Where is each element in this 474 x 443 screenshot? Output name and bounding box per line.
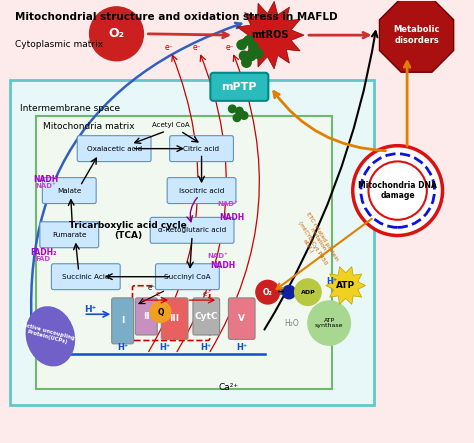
Text: Cytoplasmic matrix: Cytoplasmic matrix <box>15 40 103 50</box>
Text: V: V <box>238 314 245 323</box>
Circle shape <box>228 105 236 113</box>
Text: Isocitric acid: Isocitric acid <box>179 187 224 194</box>
Text: Citric acid: Citric acid <box>183 146 219 152</box>
Text: ATP: ATP <box>336 281 355 290</box>
Circle shape <box>237 40 246 50</box>
Text: Intermembrane space: Intermembrane space <box>19 105 120 113</box>
Polygon shape <box>237 1 304 69</box>
Text: CytC: CytC <box>194 312 218 321</box>
Circle shape <box>254 49 263 58</box>
Text: e⁻: e⁻ <box>202 291 210 297</box>
Text: Mitochondria DNA
damage: Mitochondria DNA damage <box>358 181 437 200</box>
Text: O₂: O₂ <box>109 27 125 40</box>
Circle shape <box>283 286 296 299</box>
Text: O₂: O₂ <box>263 288 273 297</box>
Text: ATP
synthase: ATP synthase <box>315 318 343 328</box>
FancyBboxPatch shape <box>112 298 134 344</box>
Circle shape <box>295 279 321 305</box>
FancyBboxPatch shape <box>193 298 219 335</box>
Text: NAD⁺: NAD⁺ <box>208 253 228 259</box>
Text: NADH: NADH <box>33 175 58 184</box>
Text: FADH₂: FADH₂ <box>30 248 56 257</box>
FancyBboxPatch shape <box>228 298 255 339</box>
Text: NADH: NADH <box>219 213 245 222</box>
Polygon shape <box>326 267 365 304</box>
Circle shape <box>90 7 144 61</box>
FancyBboxPatch shape <box>135 298 157 335</box>
Text: Succinic Acid: Succinic Acid <box>62 274 109 280</box>
FancyBboxPatch shape <box>167 178 236 203</box>
FancyBboxPatch shape <box>40 222 99 248</box>
Circle shape <box>242 58 251 67</box>
Text: H⁺: H⁺ <box>201 343 212 352</box>
Text: Q: Q <box>157 307 164 317</box>
Circle shape <box>233 114 241 121</box>
Circle shape <box>249 43 258 52</box>
Text: NAD⁺: NAD⁺ <box>35 183 56 189</box>
Text: Fumarate: Fumarate <box>52 232 87 238</box>
Text: H⁺: H⁺ <box>84 305 97 315</box>
Ellipse shape <box>26 307 74 366</box>
Text: Acetyl CoA: Acetyl CoA <box>152 122 190 128</box>
Text: I: I <box>121 316 124 325</box>
Text: mtROS: mtROS <box>251 30 289 40</box>
Text: Oxalacetic acid: Oxalacetic acid <box>87 146 142 152</box>
Ellipse shape <box>308 301 350 345</box>
Text: e⁻: e⁻ <box>147 285 155 291</box>
FancyBboxPatch shape <box>150 218 234 243</box>
Text: ETC related protein
mutation
(mtCYB\Cyt P450
etal.): ETC related protein mutation (mtCYB\Cyt … <box>291 211 339 271</box>
Text: e⁻: e⁻ <box>156 291 164 297</box>
FancyBboxPatch shape <box>36 116 331 389</box>
FancyBboxPatch shape <box>155 264 219 290</box>
Circle shape <box>246 51 256 61</box>
Text: Ca²⁺: Ca²⁺ <box>218 382 238 392</box>
Text: α-Ketoglutaric acid: α-Ketoglutaric acid <box>158 227 226 233</box>
Circle shape <box>240 112 248 119</box>
Circle shape <box>256 280 280 304</box>
Text: Malate: Malate <box>57 187 82 194</box>
Text: Active uncoupling
Protein(UCPs): Active uncoupling Protein(UCPs) <box>21 322 75 346</box>
Text: H⁺: H⁺ <box>236 343 247 352</box>
Text: Mitochondria matrix: Mitochondria matrix <box>43 122 135 131</box>
Text: e⁻: e⁻ <box>192 43 201 51</box>
Text: +: + <box>277 287 285 297</box>
Text: mPTP: mPTP <box>222 82 257 92</box>
FancyBboxPatch shape <box>170 136 234 162</box>
FancyBboxPatch shape <box>77 136 151 162</box>
Text: H⁺: H⁺ <box>117 343 128 352</box>
Text: e⁻: e⁻ <box>164 43 173 51</box>
Circle shape <box>244 36 254 45</box>
Text: NADH: NADH <box>210 261 236 270</box>
Text: ADP: ADP <box>301 290 315 295</box>
FancyBboxPatch shape <box>161 298 188 339</box>
Text: H⁺: H⁺ <box>160 343 171 352</box>
Circle shape <box>353 146 443 236</box>
FancyBboxPatch shape <box>10 80 374 405</box>
Text: Tricarboxylic acid cycle
(TCA): Tricarboxylic acid cycle (TCA) <box>70 221 187 240</box>
Text: Metabolic
disorders: Metabolic disorders <box>393 25 440 45</box>
Text: Mitochondrial structure and oxidation stress in MAFLD: Mitochondrial structure and oxidation st… <box>15 12 337 22</box>
Text: H₂O: H₂O <box>284 319 299 327</box>
FancyBboxPatch shape <box>42 178 96 203</box>
Text: III: III <box>170 314 180 323</box>
Text: FAD: FAD <box>36 256 51 262</box>
Polygon shape <box>380 0 454 72</box>
FancyBboxPatch shape <box>51 264 120 290</box>
Circle shape <box>150 302 171 323</box>
Circle shape <box>236 107 243 115</box>
Circle shape <box>239 51 249 61</box>
Text: H⁺: H⁺ <box>326 276 337 286</box>
Text: Succinyl CoA: Succinyl CoA <box>164 274 211 280</box>
Text: e⁻: e⁻ <box>226 43 234 51</box>
Text: II: II <box>143 312 150 321</box>
Text: NAD⁺: NAD⁺ <box>217 201 238 207</box>
FancyBboxPatch shape <box>210 73 268 101</box>
